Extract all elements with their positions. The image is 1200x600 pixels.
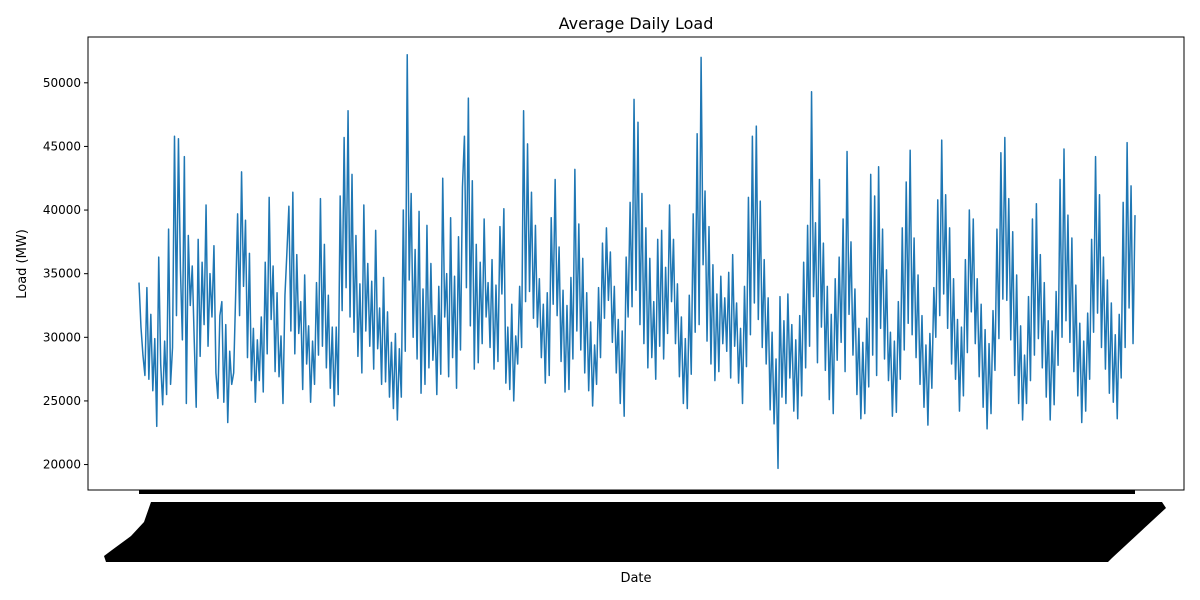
y-tick-label: 20000: [43, 458, 81, 472]
y-tick-label: 45000: [43, 139, 81, 153]
x-tick-labels-overlapped: [104, 502, 1166, 562]
y-axis-label: Load (MW): [15, 229, 30, 299]
y-tick-label: 50000: [43, 76, 81, 90]
x-tick-marks: [139, 490, 1135, 494]
y-axis: 20000 25000 30000 35000 40000 45000 50000: [43, 76, 88, 472]
series-line: [138, 54, 1136, 470]
y-tick-label: 30000: [43, 330, 81, 344]
y-tick-label: 40000: [43, 203, 81, 217]
x-axis: [104, 490, 1166, 562]
y-tick-label: 25000: [43, 394, 81, 408]
x-axis-label: Date: [620, 571, 651, 586]
plot-frame: [87, 36, 1185, 491]
y-tick-label: 35000: [43, 267, 81, 281]
chart-title: Average Daily Load: [559, 14, 714, 33]
plot-area: [138, 54, 1136, 470]
